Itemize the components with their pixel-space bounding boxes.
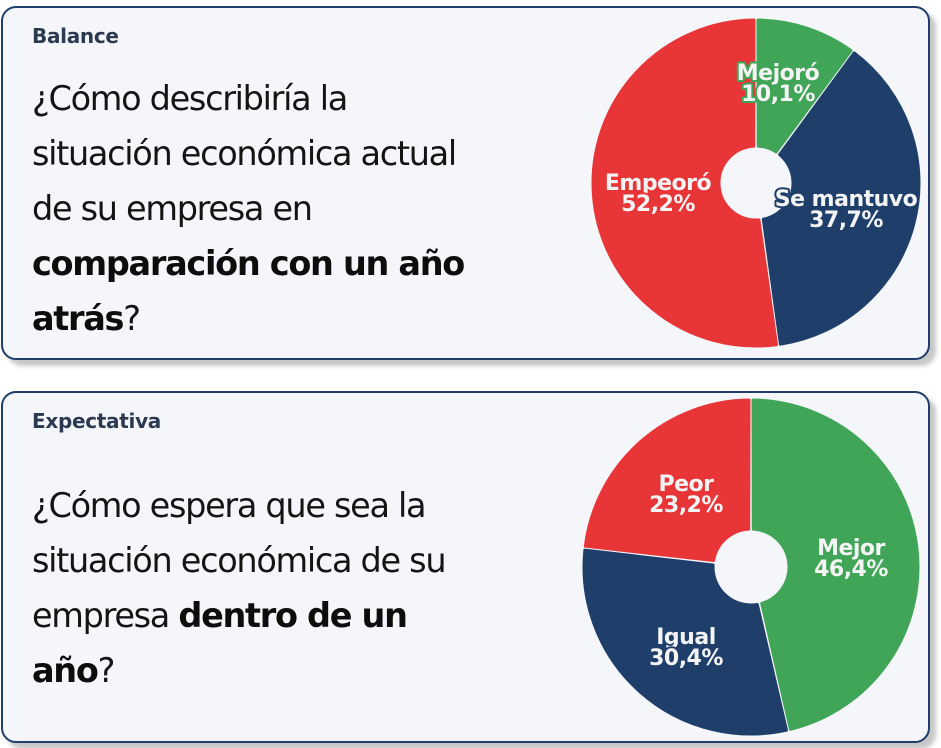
card-tag: Balance [32,24,119,48]
slice-label: Peor 23,2% [649,472,723,518]
question-part: ? [97,651,116,690]
question-part-bold: comparación con un año atrás [32,244,465,338]
card-tag: Expectativa [32,409,162,433]
slice-label: Empeoró 52,2% [605,171,712,217]
question-text: ¿Cómo espera que sea la situación económ… [32,478,482,698]
question-text: ¿Cómo describiría la situación económica… [32,71,482,346]
slice-label: Mejor 46,4% [814,536,888,582]
donut-hole [725,152,787,214]
question-part-bold: dentro de un año [32,596,408,690]
donut-hole [719,535,783,599]
question-part: ¿Cómo espera que sea la situación económ… [32,486,447,635]
pie-slice-mejor [751,398,920,731]
pie-slice-empeoró [591,18,779,348]
pie-slice-se-mantuvo [761,51,921,346]
pie-slice-igual [582,548,788,736]
pie-slice-peor [583,398,751,562]
slice-label: Igual 30,4% [649,625,723,671]
question-part: ¿Cómo describiría la situación económica… [32,79,457,228]
slice-label: Mejoró 10,1% [737,61,820,107]
slice-label: Se mantuvo 37,7% [775,187,918,233]
question-part: ? [123,299,141,338]
pie-slice-mejoró [756,18,853,154]
